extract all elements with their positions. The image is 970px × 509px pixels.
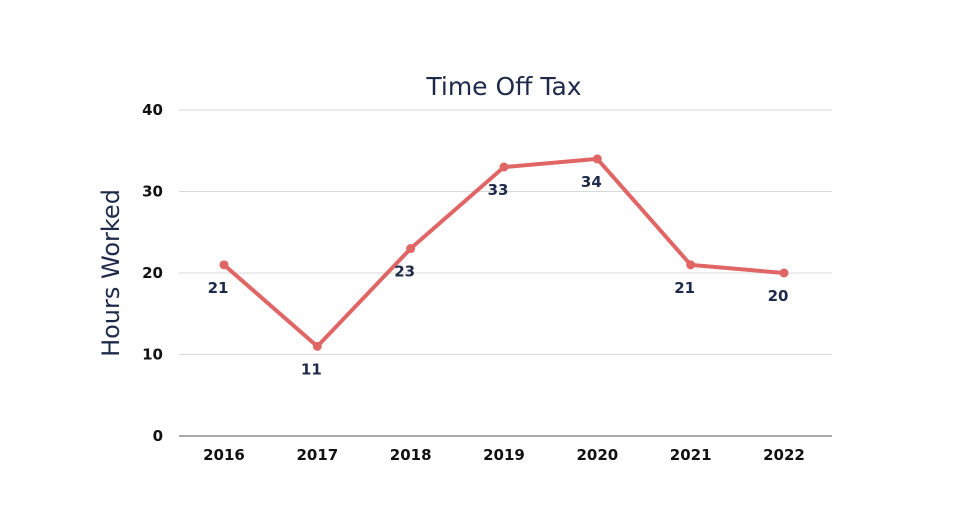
data-point	[592, 154, 602, 164]
y-tick-label: 30	[142, 183, 163, 201]
chart-title: Time Off Tax	[425, 72, 581, 101]
data-point	[779, 268, 789, 278]
data-label: 20	[768, 287, 789, 305]
y-tick-label: 20	[142, 264, 163, 282]
x-tick-label: 2016	[203, 446, 245, 464]
x-tick-label: 2017	[296, 446, 338, 464]
data-label: 33	[488, 181, 509, 199]
x-tick-label: 2018	[390, 446, 432, 464]
data-label: 23	[394, 263, 415, 281]
data-labels: 21 11 23 33 34 21 20	[208, 173, 789, 378]
data-label: 11	[301, 360, 322, 378]
data-point	[312, 341, 322, 351]
data-point	[499, 162, 509, 172]
x-axis-ticks: 2016 2017 2018 2019 2020 2021 2022	[203, 446, 805, 464]
x-tick-label: 2022	[763, 446, 805, 464]
y-tick-label: 10	[142, 346, 163, 364]
data-label: 34	[581, 173, 602, 191]
y-axis-title: Hours Worked	[97, 189, 125, 357]
y-tick-label: 40	[142, 101, 163, 119]
x-tick-label: 2021	[670, 446, 712, 464]
gridlines	[179, 109, 832, 437]
data-point	[686, 260, 696, 270]
data-point	[219, 260, 229, 270]
y-tick-label: 0	[153, 427, 163, 445]
data-points	[219, 154, 789, 351]
data-label: 21	[674, 279, 695, 297]
x-tick-label: 2019	[483, 446, 525, 464]
y-axis-ticks: 0 10 20 30 40	[142, 101, 163, 445]
data-point	[406, 244, 416, 254]
x-tick-label: 2020	[576, 446, 618, 464]
data-label: 21	[208, 279, 229, 297]
